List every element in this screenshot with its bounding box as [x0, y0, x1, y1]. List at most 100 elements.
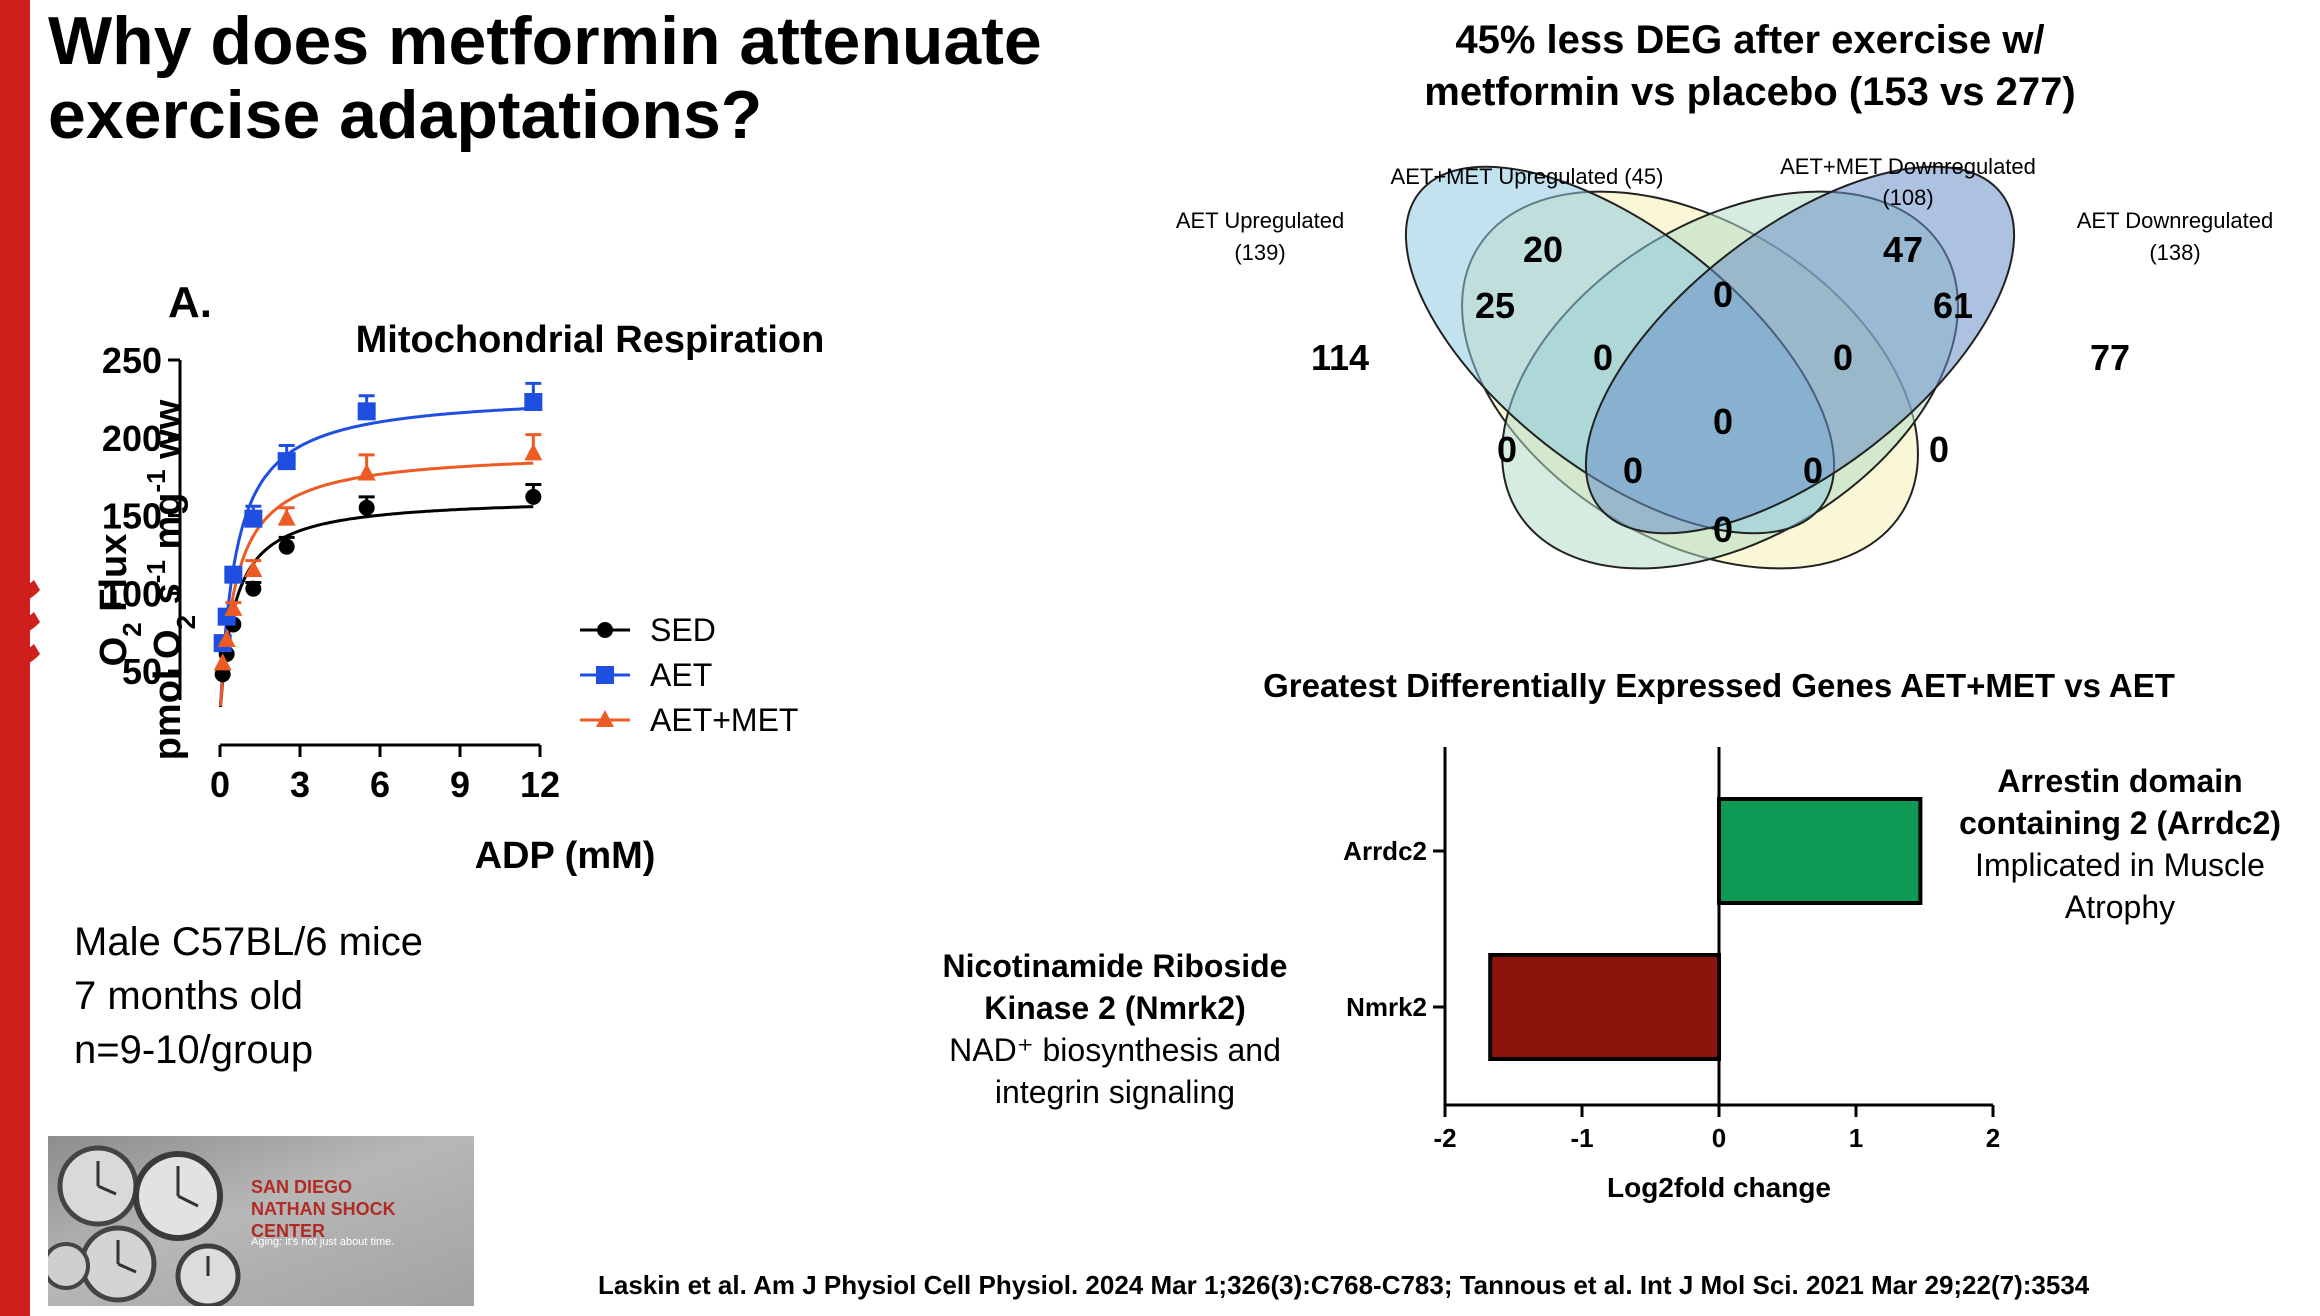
y-axis-label-line-2: pmol O2 s-1 mg-1 ww — [141, 399, 201, 760]
fit-curves — [219, 406, 534, 708]
x-axis-label: ADP (mM) — [475, 835, 656, 877]
venn-label-aet-down-count: (138) — [2149, 240, 2200, 265]
legend-label: AET — [650, 657, 712, 693]
y-axis-label: O2 Flux pmol O2 s-1 mg-1 ww — [93, 399, 201, 760]
venn-count-aet-up-met-up: 25 — [1475, 285, 1515, 326]
venn-title-line-1: 45% less DEG after exercise w/ — [1455, 18, 2045, 62]
arrdc2-note-line-1: Implicated in Muscle — [1975, 847, 2265, 883]
venn-label-aet-up-name: AET Upregulated — [1176, 208, 1344, 233]
bar-x-tick-label: -1 — [1570, 1123, 1593, 1153]
bar-x-tick-label: 1 — [1849, 1123, 1863, 1153]
bar-arrdc2 — [1717, 797, 1923, 905]
data-point-sed — [525, 488, 542, 505]
venn-count-region-14: 0 — [1803, 450, 1823, 491]
venn-label-met-down-name: AET+MET Downregulated — [1780, 154, 2036, 179]
venn-diagram: AET Upregulated (139) AET+MET Upregulate… — [1176, 154, 2274, 570]
arrdc2-note-line-2: Atrophy — [2064, 889, 2176, 925]
data-point-sed — [245, 580, 262, 597]
fit-curve-sed — [219, 505, 534, 708]
fit-curve-aet-met — [219, 461, 534, 707]
chart-axes: 50 100 150 200 250 0 3 6 9 12 — [102, 340, 560, 805]
data-point-aet-met — [357, 463, 376, 481]
venn-label-met-up: AET+MET Upregulated (45) — [1391, 164, 1664, 189]
venn-count-region-8: 0 — [1593, 337, 1613, 378]
nathan-shock-center-logo: SAN DIEGO NATHAN SHOCK CENTER Aging: it'… — [48, 1136, 474, 1306]
venn-count-region-13: 0 — [1623, 450, 1643, 491]
y-tick-label: 100 — [102, 573, 162, 614]
y-tick-label: 200 — [102, 418, 162, 459]
arrdc2-annotation: Arrestin domain containing 2 (Arrdc2) Im… — [1900, 760, 2320, 928]
venn-count-region-11: 0 — [1497, 429, 1517, 470]
data-point-aet — [224, 565, 243, 584]
y-tick-label: 50 — [122, 651, 162, 692]
nmrk2-name-line-1: Nicotinamide Riboside — [942, 948, 1288, 984]
slide-title: Why does metformin attenuate exercise ad… — [48, 4, 1168, 152]
data-point-aet-met — [224, 598, 243, 616]
data-point-aet-met — [244, 560, 263, 577]
venn-set-met-down — [1584, 165, 2016, 535]
mice-strain: Male C57BL/6 mice — [74, 920, 424, 964]
panel-letter: A. — [168, 278, 212, 327]
legend-marker — [597, 622, 613, 638]
venn-label-aet-down-name: AET Downregulated — [2077, 208, 2274, 233]
y-axis-label-line-1: O2 Flux — [93, 534, 147, 667]
mice-info: Male C57BL/6 mice 7 months old n=9-10/gr… — [74, 915, 423, 1077]
data-point-aet — [524, 393, 543, 411]
venn-label-aet-up-count: (139) — [1234, 240, 1285, 265]
venn-count-met-up-met-down: 0 — [1713, 274, 1733, 315]
x-tick-label: 6 — [370, 764, 390, 805]
venn-count-aet-up-only: 114 — [1311, 337, 1369, 378]
bar-category-label: Nmrk2 — [1346, 992, 1427, 1022]
bar-nmrk2 — [1488, 953, 1721, 1061]
nmrk2-name-line-2: Kinase 2 (Nmrk2) — [984, 990, 1246, 1026]
data-point-sed — [358, 499, 375, 516]
venn-count-met-down-only: 47 — [1883, 229, 1923, 270]
clocks-icon — [48, 1145, 241, 1306]
logo-text: SAN DIEGO NATHAN SHOCK CENTER — [251, 1176, 474, 1242]
bar-category-label: Arrdc2 — [1343, 836, 1427, 866]
venn-title-line-2: metformin vs placebo (153 vs 277) — [1424, 70, 2076, 114]
logo-swirl-icon — [0, 580, 40, 676]
bar-x-tick-label: -2 — [1433, 1123, 1456, 1153]
venn-label-met-down-count: (108) — [1882, 185, 1933, 210]
arrdc2-name-line-1: Arrestin domain — [1997, 763, 2243, 799]
data-point-aet-met — [217, 630, 236, 647]
bar-x-axis-label: Log2fold change — [1607, 1172, 1831, 1203]
fit-curve-aet — [219, 406, 534, 705]
mice-age: 7 months old — [74, 974, 304, 1018]
logo-tagline: Aging: it's not just about time. — [251, 1236, 395, 1248]
nmrk2-annotation: Nicotinamide Riboside Kinase 2 (Nmrk2) N… — [905, 945, 1325, 1113]
venn-count-region-12: 0 — [1929, 429, 1949, 470]
nmrk2-note-line-2: integrin signaling — [994, 1074, 1236, 1110]
data-point-aet — [277, 452, 296, 471]
data-point-aet-met — [524, 443, 543, 461]
legend-marker — [596, 666, 614, 684]
mito-respiration-chart: Mitochondrial Respiration 50 100 150 200 250… — [93, 319, 825, 877]
x-tick-label: 9 — [450, 764, 470, 805]
citation: Laskin et al. Am J Physiol Cell Physiol.… — [598, 1270, 2090, 1300]
legend-label: SED — [650, 612, 716, 648]
venn-count-aet-down-only: 77 — [2090, 337, 2130, 378]
deg-bar-chart: Greatest Differentially Expressed Genes … — [1263, 667, 2175, 1203]
x-tick-label: 0 — [210, 764, 230, 805]
y-tick-label: 150 — [102, 496, 162, 537]
arrdc2-name-line-2: containing 2 (Arrdc2) — [1959, 805, 2281, 841]
logo-line-2: NATHAN SHOCK CENTER — [251, 1199, 396, 1241]
data-point-aet — [244, 509, 263, 528]
chart-title: Mitochondrial Respiration — [356, 319, 825, 361]
bar-chart-bars — [1488, 797, 1923, 1061]
y-tick-label: 250 — [102, 340, 162, 381]
data-point-aet — [357, 402, 376, 421]
slide-title-line-2: exercise adaptations? — [48, 77, 763, 153]
venn-count-met-up-only: 20 — [1523, 229, 1563, 270]
nmrk2-note-line-1: NAD⁺ biosynthesis and — [949, 1032, 1281, 1068]
data-point-aet-met — [277, 508, 296, 526]
legend-marker — [596, 710, 614, 727]
x-tick-label: 12 — [520, 764, 560, 805]
legend-label: AET+MET — [650, 702, 798, 738]
data-points — [213, 381, 543, 683]
x-tick-label: 3 — [290, 764, 310, 805]
bar-x-tick-label: 2 — [1986, 1123, 2000, 1153]
venn-count-region-9: 0 — [1833, 337, 1853, 378]
chart-legend: SED AET AET+MET — [580, 612, 798, 738]
